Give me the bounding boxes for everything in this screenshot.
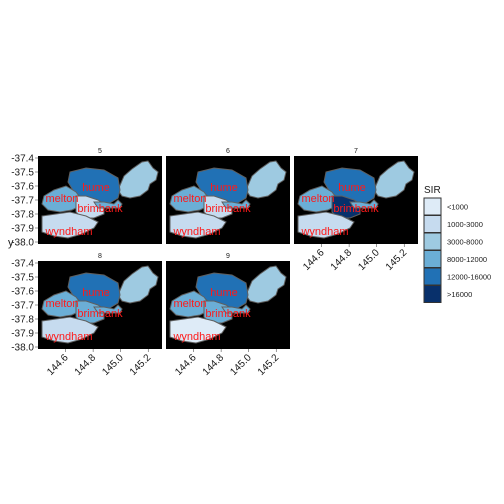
facet-strip-label: 8 (98, 253, 102, 260)
y-tick-label: -37.8 (11, 210, 34, 221)
x-tick-label: 144.8 (201, 352, 227, 378)
legend-key (423, 197, 442, 216)
region-label-brimbank: brimbank (333, 203, 379, 215)
x-tick-label: 145.2 (128, 352, 154, 378)
map-regions (297, 160, 415, 239)
legend-key (423, 250, 442, 268)
facet-strip-label: 9 (226, 253, 230, 260)
region-whittlesea (93, 304, 123, 314)
x-tick-label: 144.8 (73, 352, 99, 378)
region-label-wyndham: wyndham (172, 226, 220, 238)
y-axis-title: y (8, 237, 14, 249)
y-tick-label: -38.0 (11, 343, 34, 354)
legend-label: 12000-16000 (447, 273, 491, 282)
facet-panels: 5humemeltonbrimbankwyndham6humemeltonbri… (38, 148, 418, 349)
region-wyndham (41, 211, 99, 239)
legend-label: <1000 (447, 203, 468, 212)
region-label-melton: melton (173, 193, 206, 205)
region-nillumbik (245, 160, 287, 199)
y-tick-label: -37.8 (11, 315, 34, 326)
legend-key (423, 232, 442, 251)
y-tick-label: -37.6 (11, 182, 34, 193)
legend-label: 3000-8000 (447, 238, 483, 247)
legend-label: 1000-3000 (447, 220, 483, 229)
region-label-brimbank: brimbank (205, 308, 251, 320)
region-label-melton: melton (173, 298, 206, 310)
x-tick-label: 144.6 (173, 352, 199, 378)
region-label-wyndham: wyndham (44, 331, 92, 343)
y-tick-label: -37.9 (11, 329, 34, 340)
legend-label: >16000 (447, 290, 472, 299)
y-tick-label: -37.5 (11, 273, 34, 284)
region-whittlesea (349, 199, 379, 209)
x-tick-label: 145.0 (100, 352, 126, 378)
legend: SIR <1000 1000-3000 3000-8000 8000-12000 1200… (423, 185, 491, 303)
legend-key (423, 285, 442, 303)
region-label-melton: melton (45, 193, 78, 205)
region-label-wyndham: wyndham (172, 331, 220, 343)
facet-strip-label: 5 (98, 148, 102, 155)
map-regions (169, 265, 287, 344)
region-wyndham (169, 316, 227, 344)
legend-key (423, 267, 442, 286)
map-regions (41, 265, 159, 344)
y-tick-label: -37.4 (11, 259, 34, 270)
region-nillumbik (117, 265, 159, 304)
region-label-wyndham: wyndham (300, 226, 348, 238)
legend-label: 8000-12000 (447, 255, 487, 264)
legend-key (423, 215, 442, 233)
region-label-hume: hume (210, 287, 238, 299)
region-wyndham (297, 211, 355, 239)
y-tick-label: -37.7 (11, 196, 34, 207)
region-label-brimbank: brimbank (77, 308, 123, 320)
x-tick-label: 144.8 (329, 247, 355, 273)
facet-strip-label: 7 (354, 148, 358, 155)
region-label-hume: hume (210, 182, 238, 194)
region-wyndham (169, 211, 227, 239)
region-wyndham (41, 316, 99, 344)
y-tick-label: -37.7 (11, 301, 34, 312)
facet-strip-label: 6 (226, 148, 230, 155)
region-whittlesea (221, 199, 251, 209)
region-nillumbik (245, 265, 287, 304)
legend-title: SIR (424, 185, 441, 196)
region-label-melton: melton (301, 193, 334, 205)
y-tick-label: -38.0 (11, 238, 34, 249)
x-tick-label: 145.0 (228, 352, 254, 378)
y-tick-label: -37.6 (11, 287, 34, 298)
y-tick-label: -37.5 (11, 168, 34, 179)
x-tick-label: 145.2 (384, 247, 410, 273)
map-regions (41, 160, 159, 239)
x-tick-label: 144.6 (301, 247, 327, 273)
x-tick-label: 144.6 (45, 352, 71, 378)
region-label-melton: melton (45, 298, 78, 310)
x-tick-label: 145.0 (356, 247, 382, 273)
region-whittlesea (93, 199, 123, 209)
region-label-brimbank: brimbank (205, 203, 251, 215)
x-tick-label: 145.2 (256, 352, 282, 378)
region-label-brimbank: brimbank (77, 203, 123, 215)
region-whittlesea (221, 304, 251, 314)
region-label-wyndham: wyndham (44, 226, 92, 238)
region-nillumbik (373, 160, 415, 199)
region-label-hume: hume (338, 182, 366, 194)
y-tick-label: -37.4 (11, 154, 34, 165)
region-label-hume: hume (82, 287, 110, 299)
map-regions (169, 160, 287, 239)
region-nillumbik (117, 160, 159, 199)
region-label-hume: hume (82, 182, 110, 194)
y-tick-label: -37.9 (11, 224, 34, 235)
